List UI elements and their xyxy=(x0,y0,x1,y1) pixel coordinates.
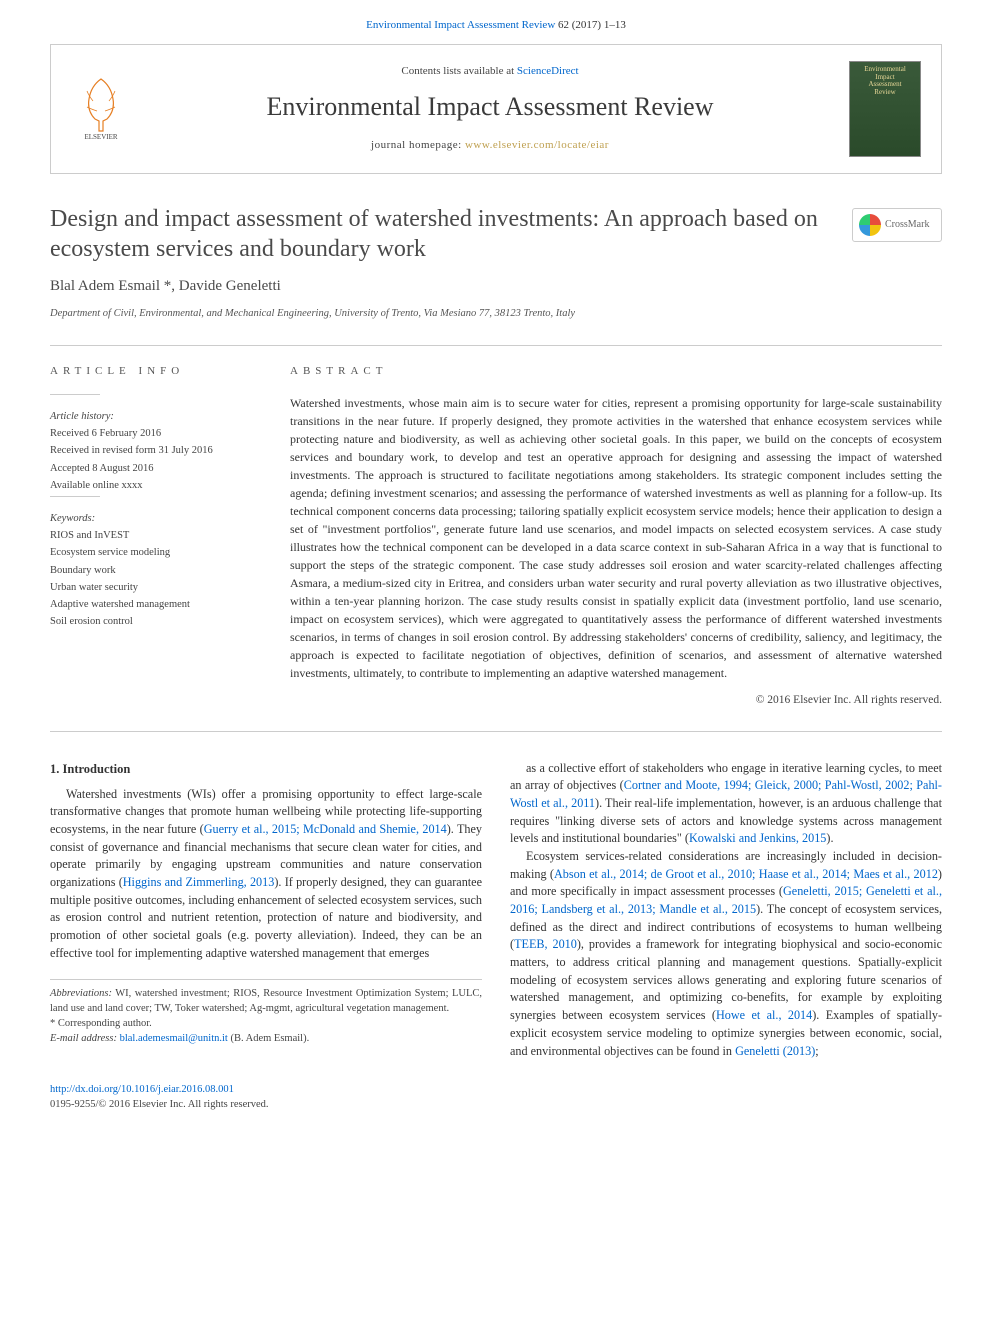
email-who: (B. Adem Esmail). xyxy=(228,1033,309,1044)
article-title: Design and impact assessment of watershe… xyxy=(50,204,830,264)
citation-link[interactable]: Kowalski and Jenkins, 2015 xyxy=(689,831,826,845)
corresponding-author: * Corresponding author. xyxy=(50,1016,482,1031)
issn-line: 0195-9255/© 2016 Elsevier Inc. All right… xyxy=(50,1099,269,1110)
crossmark-icon xyxy=(859,214,881,236)
sciencedirect-link[interactable]: ScienceDirect xyxy=(517,65,579,77)
header-center: Contents lists available at ScienceDirec… xyxy=(131,64,849,154)
email-label: E-mail address: xyxy=(50,1033,120,1044)
elsevier-logo: ELSEVIER xyxy=(71,71,131,147)
p2-text-c: ). xyxy=(826,831,833,845)
p3-text-f: ; xyxy=(815,1044,818,1058)
journal-title: Environmental Impact Assessment Review xyxy=(131,88,849,126)
keywords-label: Keywords: xyxy=(50,511,260,526)
email-link[interactable]: blal.ademesmail@unitn.it xyxy=(120,1033,228,1044)
info-divider-2 xyxy=(50,496,100,497)
info-divider xyxy=(50,394,100,395)
journal-header-box: ELSEVIER Contents lists available at Sci… xyxy=(50,44,942,174)
top-citation-link: Environmental Impact Assessment Review 6… xyxy=(0,0,992,44)
paragraph-2: as a collective effort of stakeholders w… xyxy=(510,760,942,848)
keyword: Boundary work xyxy=(50,563,260,578)
homepage-prefix: journal homepage: xyxy=(371,139,465,151)
svg-text:ELSEVIER: ELSEVIER xyxy=(84,133,117,141)
abbreviations-line: Abbreviations: WI, watershed investment;… xyxy=(50,986,482,1016)
citation-link[interactable]: Higgins and Zimmerling, 2013 xyxy=(123,875,275,889)
keyword: Urban water security xyxy=(50,580,260,595)
paragraph-1: Watershed investments (WIs) offer a prom… xyxy=(50,786,482,963)
article-header: Design and impact assessment of watershe… xyxy=(50,204,942,732)
abstract-copyright: © 2016 Elsevier Inc. All rights reserved… xyxy=(290,692,942,709)
accepted-date: Accepted 8 August 2016 xyxy=(50,461,260,476)
article-info-column: article info Article history: Received 6… xyxy=(50,364,260,709)
keyword: Adaptive watershed management xyxy=(50,597,260,612)
history-label: Article history: xyxy=(50,409,260,424)
journal-homepage-line: journal homepage: www.elsevier.com/locat… xyxy=(131,138,849,154)
citation-link[interactable]: Guerry et al., 2015; McDonald and Shemie… xyxy=(204,822,447,836)
revised-date: Received in revised form 31 July 2016 xyxy=(50,443,260,458)
footer-bar: http://dx.doi.org/10.1016/j.eiar.2016.08… xyxy=(50,1082,942,1112)
body-columns: 1. Introduction Watershed investments (W… xyxy=(50,760,942,1061)
crossmark-label: CrossMark xyxy=(885,218,929,233)
crossmark-badge[interactable]: CrossMark xyxy=(852,208,942,242)
section-1-heading: 1. Introduction xyxy=(50,760,482,778)
doi-link[interactable]: http://dx.doi.org/10.1016/j.eiar.2016.08… xyxy=(50,1084,234,1095)
citation-link[interactable]: Abson et al., 2014; de Groot et al., 201… xyxy=(554,867,938,881)
info-abstract-row: article info Article history: Received 6… xyxy=(50,345,942,732)
received-date: Received 6 February 2016 xyxy=(50,426,260,441)
affiliation-line: Department of Civil, Environmental, and … xyxy=(50,306,942,321)
contents-prefix: Contents lists available at xyxy=(401,65,516,77)
journal-name-link[interactable]: Environmental Impact Assessment Review xyxy=(366,19,555,31)
citation-link[interactable]: TEEB, 2010 xyxy=(514,937,577,951)
keyword: Ecosystem service modeling xyxy=(50,545,260,560)
article-info-heading: article info xyxy=(50,364,260,380)
citation-range: 62 (2017) 1–13 xyxy=(558,19,626,31)
elsevier-tree-icon: ELSEVIER xyxy=(71,71,131,141)
abbrev-label: Abbreviations: xyxy=(50,988,112,999)
available-date: Available online xxxx xyxy=(50,478,260,493)
abstract-text: Watershed investments, whose main aim is… xyxy=(290,394,942,682)
citation-link[interactable]: Geneletti (2013) xyxy=(735,1044,815,1058)
keyword: Soil erosion control xyxy=(50,614,260,629)
abstract-heading: abstract xyxy=(290,364,942,380)
abbrev-text: WI, watershed investment; RIOS, Resource… xyxy=(50,988,482,1014)
paragraph-3: Ecosystem services-related consideration… xyxy=(510,848,942,1060)
journal-cover-thumbnail: Environmental Impact Assessment Review xyxy=(849,61,921,157)
keyword: RIOS and InVEST xyxy=(50,528,260,543)
cover-text-4: Review xyxy=(874,89,895,97)
homepage-link[interactable]: www.elsevier.com/locate/eiar xyxy=(465,139,609,151)
contents-line: Contents lists available at ScienceDirec… xyxy=(131,64,849,80)
citation-link[interactable]: Howe et al., 2014 xyxy=(716,1008,812,1022)
authors-line: Blal Adem Esmail *, Davide Geneletti xyxy=(50,276,942,298)
email-line: E-mail address: blal.ademesmail@unitn.it… xyxy=(50,1031,482,1046)
abstract-column: abstract Watershed investments, whose ma… xyxy=(290,364,942,709)
title-row: Design and impact assessment of watershe… xyxy=(50,204,942,276)
footnotes-block: Abbreviations: WI, watershed investment;… xyxy=(50,979,482,1047)
